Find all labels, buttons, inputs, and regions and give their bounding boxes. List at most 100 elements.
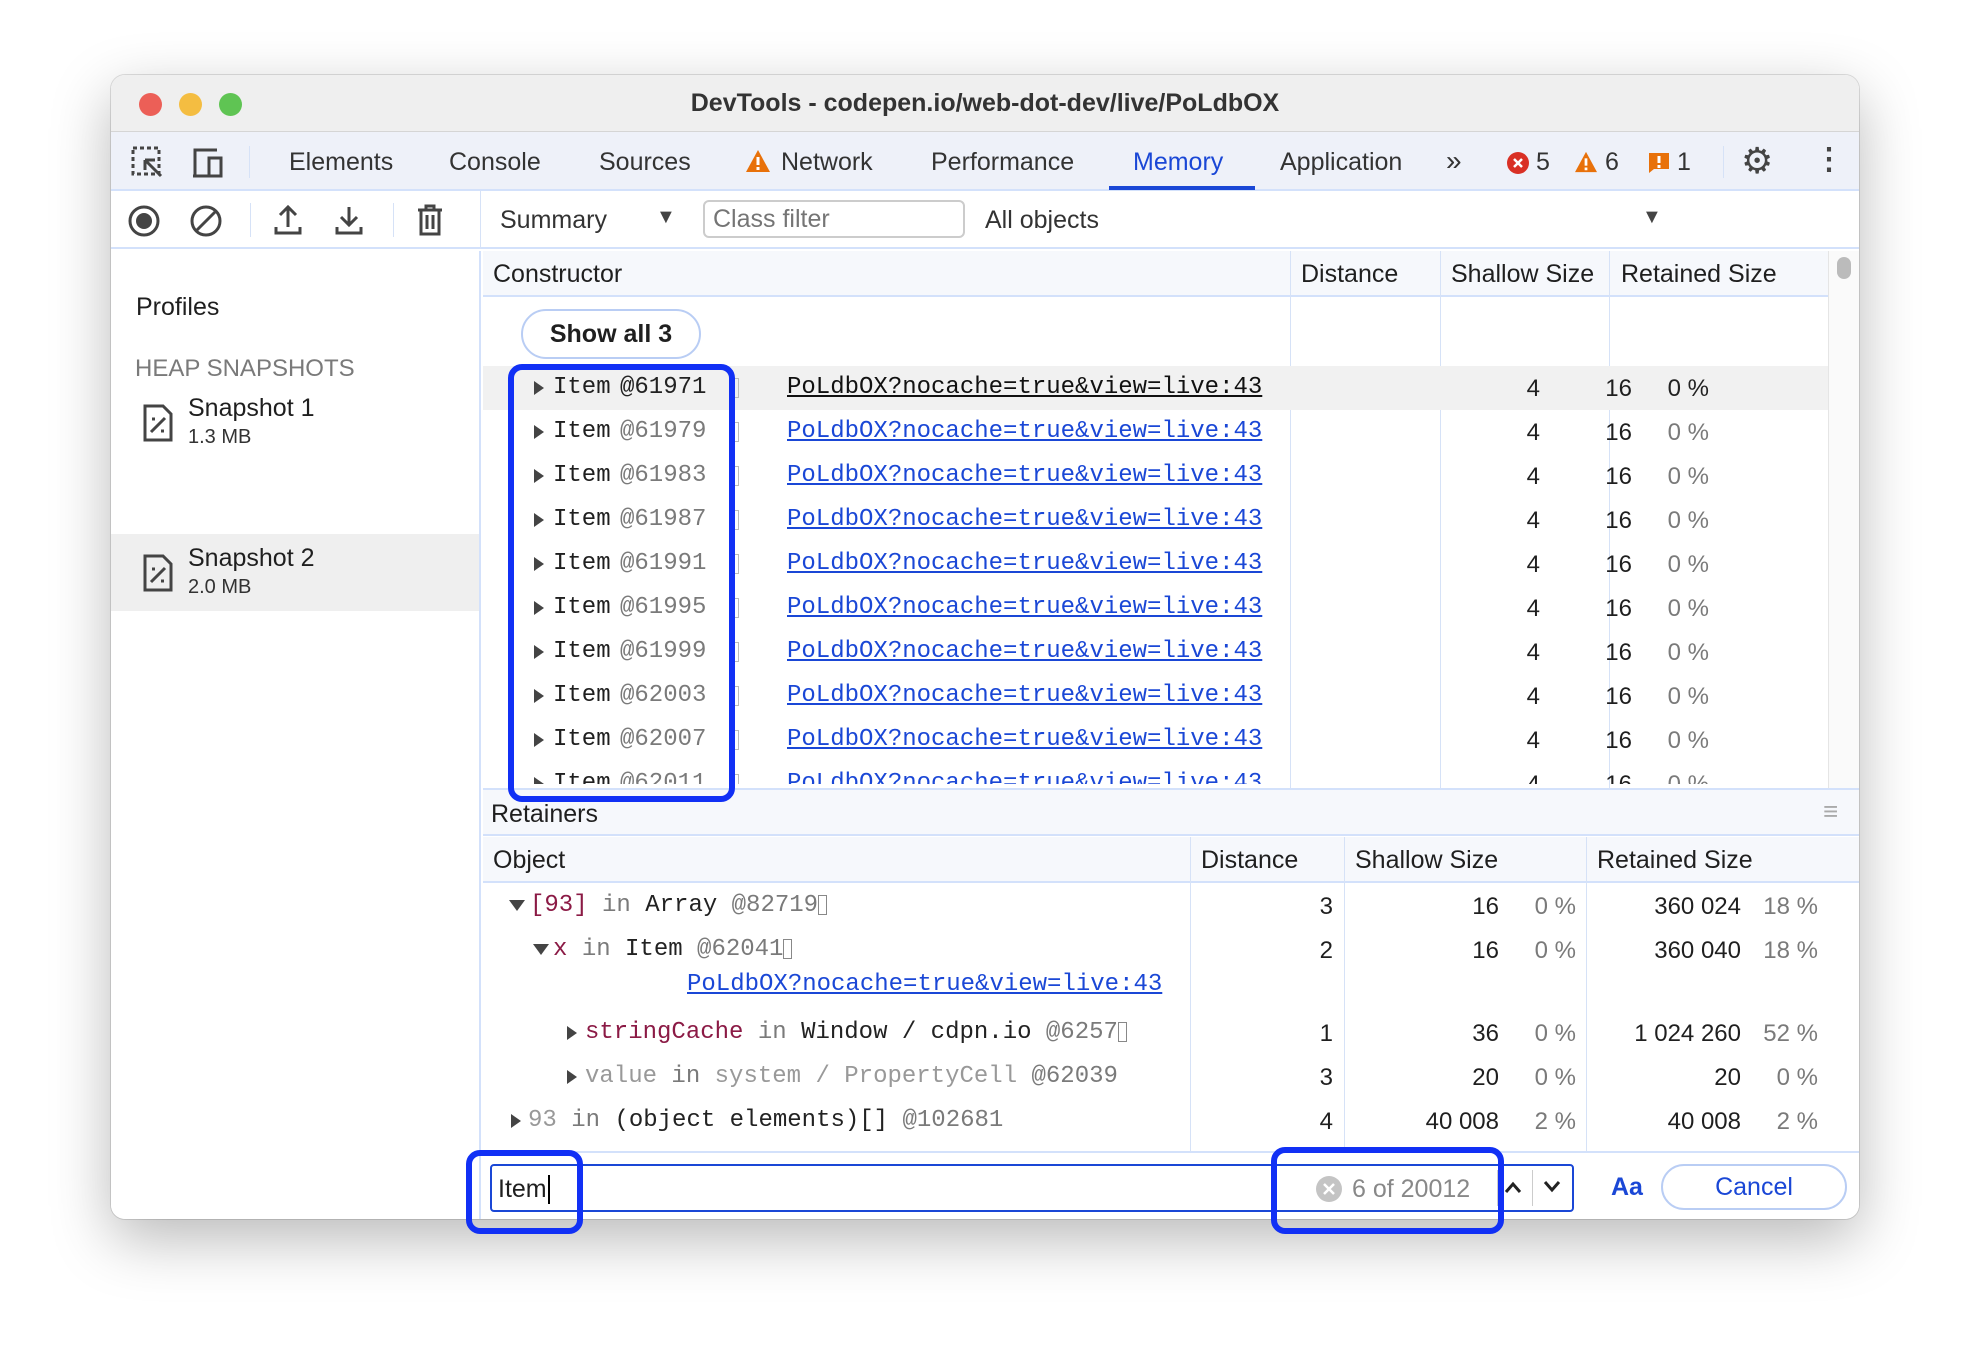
column-header-shallow-size[interactable]: Shallow Size: [1451, 260, 1595, 288]
source-link[interactable]: PoLdbOX?nocache=true&view=live:43: [787, 726, 1263, 753]
collapse-triangle-icon[interactable]: [533, 944, 549, 955]
table-row[interactable]: Item @61979 PoLdbOX?nocache=true&view=li…: [483, 410, 1828, 454]
cancel-button[interactable]: Cancel: [1661, 1164, 1847, 1210]
more-tabs-icon[interactable]: »: [1446, 145, 1462, 176]
tab-sources[interactable]: Sources: [599, 148, 691, 176]
expand-triangle-icon[interactable]: [534, 513, 544, 527]
class-filter-input[interactable]: [703, 200, 965, 238]
expand-triangle-icon[interactable]: [534, 557, 544, 571]
error-count[interactable]: 5: [1536, 148, 1550, 176]
column-divider: [1290, 251, 1291, 788]
next-match-chevron-down-icon[interactable]: [1542, 1180, 1562, 1194]
table-row[interactable]: Item @62007 PoLdbOX?nocache=true&view=li…: [483, 718, 1828, 762]
match-case-button[interactable]: Aa: [1611, 1173, 1643, 1201]
retainer-row[interactable]: value in system / PropertyCell @62039 3 …: [111, 1055, 1859, 1099]
issues-icon[interactable]: [1648, 152, 1670, 174]
download-icon[interactable]: [334, 203, 364, 237]
collapse-triangle-icon[interactable]: [509, 900, 525, 911]
distance: 4: [1526, 375, 1540, 402]
search-input-value: Item: [498, 1175, 550, 1204]
previous-match-chevron-up-icon[interactable]: [1503, 1180, 1523, 1194]
expand-triangle-icon[interactable]: [534, 425, 544, 439]
record-heap-snapshot-icon[interactable]: [127, 204, 161, 238]
table-row[interactable]: Item @61971 PoLdbOX?nocache=true&view=li…: [483, 366, 1828, 410]
minimize-window-button[interactable]: [179, 93, 202, 116]
expand-triangle-icon[interactable]: [534, 601, 544, 615]
source-link[interactable]: PoLdbOX?nocache=true&view=live:43: [787, 638, 1263, 665]
search-input[interactable]: Item 6 of 20012: [490, 1164, 1574, 1212]
column-header-distance[interactable]: Distance: [1201, 846, 1299, 874]
tab-network[interactable]: Network: [781, 148, 873, 176]
objects-filter-select[interactable]: All objects: [985, 206, 1099, 234]
tab-memory[interactable]: Memory: [1133, 148, 1224, 176]
table-row[interactable]: Item @61983 PoLdbOX?nocache=true&view=li…: [483, 454, 1828, 498]
scrollbar[interactable]: [1828, 251, 1859, 788]
tab-elements[interactable]: Elements: [289, 148, 394, 176]
table-row[interactable]: Item @61991 PoLdbOX?nocache=true&view=li…: [483, 542, 1828, 586]
upload-icon[interactable]: [273, 203, 303, 237]
table-row[interactable]: Item @62003 PoLdbOX?nocache=true&view=li…: [483, 674, 1828, 718]
warning-count-icon[interactable]: [1574, 151, 1598, 173]
issues-count[interactable]: 1: [1677, 148, 1691, 176]
close-window-button[interactable]: [139, 93, 162, 116]
tab-application[interactable]: Application: [1280, 148, 1403, 176]
source-link[interactable]: PoLdbOX?nocache=true&view=live:43: [787, 550, 1263, 577]
tab-performance[interactable]: Performance: [931, 148, 1075, 176]
clear-all-profiles-icon[interactable]: [189, 204, 223, 238]
source-link[interactable]: PoLdbOX?nocache=true&view=live:43: [787, 462, 1263, 489]
expand-triangle-icon[interactable]: [534, 645, 544, 659]
column-header-distance[interactable]: Distance: [1301, 260, 1399, 288]
retainer-row[interactable]: stringCache in Window / cdpn.io @6257 1 …: [111, 1011, 1859, 1055]
snapshot-1-item[interactable]: Snapshot 1 1.3 MB: [111, 386, 479, 462]
retainer-row[interactable]: 93 in (object elements)[] @102681 4 40 0…: [111, 1099, 1859, 1143]
source-link[interactable]: PoLdbOX?nocache=true&view=live:43: [787, 770, 1263, 784]
column-header-constructor[interactable]: Constructor: [493, 260, 623, 288]
expand-triangle-icon[interactable]: [534, 381, 544, 395]
more-options-kebab-icon[interactable]: ⋮: [1814, 143, 1844, 176]
source-link[interactable]: PoLdbOX?nocache=true&view=live:43: [787, 418, 1263, 445]
device-toolbar-icon[interactable]: [191, 146, 227, 180]
source-link[interactable]: PoLdbOX?nocache=true&view=live:43: [787, 682, 1263, 709]
expand-triangle-icon[interactable]: [567, 1026, 577, 1040]
distance: 4: [1526, 551, 1540, 578]
source-link[interactable]: PoLdbOX?nocache=true&view=live:43: [787, 506, 1263, 533]
column-header-object[interactable]: Object: [493, 846, 566, 874]
expand-triangle-icon[interactable]: [534, 733, 544, 747]
source-link[interactable]: PoLdbOX?nocache=true&view=live:43: [787, 374, 1263, 401]
view-select[interactable]: Summary: [500, 206, 607, 234]
expand-triangle-icon[interactable]: [534, 689, 544, 703]
view-dropdown-arrow-icon[interactable]: ▼: [656, 206, 676, 228]
snapshot-2-item[interactable]: Snapshot 2 2.0 MB: [111, 534, 479, 611]
column-header-retained-size[interactable]: Retained Size: [1621, 260, 1777, 288]
inspect-element-icon[interactable]: [131, 146, 165, 180]
tab-console[interactable]: Console: [449, 148, 541, 176]
expand-triangle-icon[interactable]: [511, 1114, 521, 1128]
trash-icon[interactable]: [416, 203, 444, 237]
shallow-size: 16: [1605, 375, 1632, 402]
expand-triangle-icon[interactable]: [534, 469, 544, 483]
retainers-menu-icon[interactable]: ≡: [1823, 796, 1839, 826]
source-link[interactable]: PoLdbOX?nocache=true&view=live:43: [687, 971, 1163, 998]
clear-search-icon[interactable]: [1316, 1176, 1342, 1202]
retainer-row[interactable]: PoLdbOX?nocache=true&view=live:43: [111, 967, 1859, 1011]
table-row[interactable]: Item @61999 PoLdbOX?nocache=true&view=li…: [483, 630, 1828, 674]
source-link[interactable]: PoLdbOX?nocache=true&view=live:43: [787, 594, 1263, 621]
objects-dropdown-arrow-icon[interactable]: ▼: [1642, 206, 1662, 228]
show-all-button[interactable]: Show all 3: [521, 309, 701, 359]
table-row[interactable]: Item @61995 PoLdbOX?nocache=true&view=li…: [483, 586, 1828, 630]
column-header-retained-size[interactable]: Retained Size: [1597, 846, 1753, 874]
table-row[interactable]: Item @62011 PoLdbOX?nocache=true&view=li…: [483, 762, 1828, 784]
error-icon[interactable]: [1507, 152, 1529, 174]
retainer-row[interactable]: x in Item @62041 2 16 0 % 360 040 18 %: [111, 928, 1859, 972]
scrollbar-thumb[interactable]: [1837, 257, 1851, 279]
table-row[interactable]: Item @61987 PoLdbOX?nocache=true&view=li…: [483, 498, 1828, 542]
column-header-shallow-size[interactable]: Shallow Size: [1355, 846, 1499, 874]
expand-triangle-icon[interactable]: [534, 777, 544, 784]
maximize-window-button[interactable]: [219, 93, 242, 116]
warning-count[interactable]: 6: [1605, 148, 1619, 176]
retainer-row[interactable]: [93] in Array @82719 3 16 0 % 360 024 18…: [111, 884, 1859, 928]
shallow-size: 16: [1605, 727, 1632, 754]
settings-gear-icon[interactable]: ⚙: [1741, 140, 1774, 181]
expand-triangle-icon[interactable]: [567, 1070, 577, 1084]
retained-size: 32: [1827, 683, 1828, 711]
